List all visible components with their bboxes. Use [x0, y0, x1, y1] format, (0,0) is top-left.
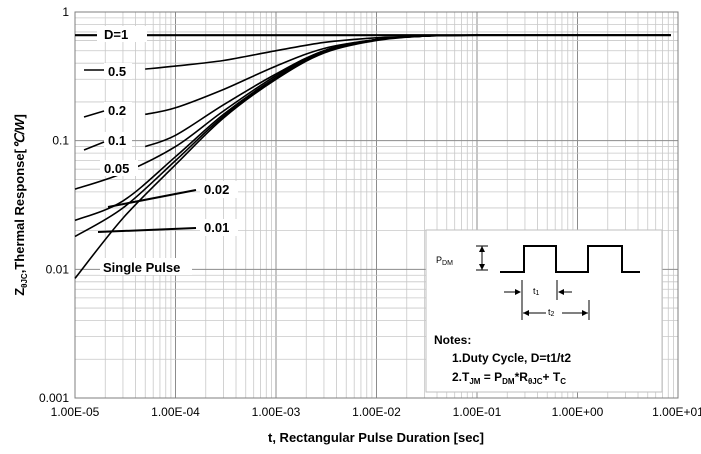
series-label-01: 0.1: [108, 133, 126, 148]
x-tick-label: 1.00E-03: [252, 405, 301, 419]
x-tick-label: 1.00E-02: [352, 405, 401, 419]
annotation-box: PDM t1 t2 Notes: 1.Duty Cycle, D=t1/t2 2…: [425, 229, 663, 393]
plot-frame: [74, 11, 679, 399]
label-bg-02: [104, 102, 132, 118]
series-label-001: 0.01: [204, 220, 229, 235]
y-tick-label: 0.001: [39, 391, 69, 405]
note2-p2: = P: [480, 370, 502, 384]
note2-p1: 2.T: [452, 370, 470, 384]
note2-s1: JM: [469, 377, 480, 386]
pdm-label: PDM: [436, 255, 453, 267]
x-tick-label: 1.00E+01: [652, 405, 701, 419]
note2-p3: *R: [515, 370, 529, 384]
series-labels: D=1 0.5 0.2 0.1 0.05 0.02 0.01 Single Pu…: [83, 26, 238, 275]
note2-p4: + T: [543, 370, 561, 384]
t2-main: t: [548, 307, 551, 317]
series-label-005: 0.05: [104, 161, 129, 176]
series-label-002: 0.02: [204, 182, 229, 197]
leader-001: [97, 227, 197, 233]
series-line-single-pulse: [74, 34, 671, 279]
t2-label-bg: [546, 305, 562, 317]
note-junction-temp: 2.TJM = PDM*RθJC+ TC: [452, 370, 566, 386]
y-tick-labels: 1 0.1 0.01 0.001: [39, 5, 69, 405]
label-bg-single: [100, 258, 192, 275]
y-tick-label: 0.01: [46, 262, 70, 276]
series-label-d1: D=1: [104, 27, 128, 42]
y-axis-title-unit: ℃/W: [12, 117, 27, 149]
y-axis-title-rest: ,Thermal Response[: [12, 148, 27, 273]
label-bg-01: [104, 132, 132, 148]
t2-label: t2: [548, 307, 555, 318]
note2-s4: C: [560, 377, 566, 386]
series-curves: [74, 34, 671, 279]
pulse-waveform: [500, 245, 640, 273]
y-tick-label: 1: [62, 5, 69, 19]
x-tick-label: 1.00E-05: [51, 405, 100, 419]
x-tick-labels: 1.00E-05 1.00E-04 1.00E-03 1.00E-02 1.00E-01…: [51, 405, 701, 419]
t1-main: t: [533, 286, 536, 296]
t1-sub: 1: [536, 290, 540, 297]
t1-arrowhead-right: [558, 289, 564, 295]
y-tick-label: 0.1: [52, 134, 69, 148]
t1-label: t1: [533, 286, 540, 297]
t2-arrowhead-left: [523, 310, 529, 316]
x-tick-label: 1.00E-01: [453, 405, 502, 419]
label-bg-005: [100, 160, 138, 176]
t2-arrowhead-right: [582, 310, 588, 316]
note2-s3: θJC: [528, 377, 543, 386]
label-bg-d1: [97, 26, 147, 42]
series-label-05: 0.5: [108, 64, 126, 79]
label-bg-001: [200, 219, 238, 236]
t1-arrowhead-left: [515, 289, 521, 295]
leader-02: [83, 110, 105, 118]
notes-title: Notes:: [434, 333, 471, 347]
note2-s2: DM: [502, 377, 515, 386]
pdm-main: P: [436, 255, 442, 265]
annotation-background: [425, 229, 663, 393]
note-duty-cycle: 1.Duty Cycle, D=t1/t2: [452, 351, 571, 365]
t2-sub: 2: [551, 311, 555, 318]
series-label-single-pulse: Single Pulse: [103, 260, 180, 275]
series-label-02: 0.2: [108, 103, 126, 118]
pdm-sub: DM: [442, 260, 453, 267]
leader-002: [107, 189, 197, 208]
x-axis-title: t, Rectangular Pulse Duration [sec]: [268, 430, 484, 445]
y-axis-title-prefix: Z: [12, 288, 27, 296]
y-axis-title: ZθJC,Thermal Response[℃/W]: [12, 114, 29, 296]
x-tick-label: 1.00E+00: [552, 405, 604, 419]
pdm-arrow-up: [479, 246, 485, 252]
y-axis-title-close: ]: [12, 114, 27, 118]
label-bg-002: [200, 181, 238, 198]
leader-01: [83, 141, 105, 151]
x-tick-label: 1.00E-04: [151, 405, 200, 419]
pdm-arrow-down: [479, 264, 485, 270]
y-axis-title-sub: θJC: [20, 273, 29, 288]
label-bg-05: [104, 63, 132, 79]
